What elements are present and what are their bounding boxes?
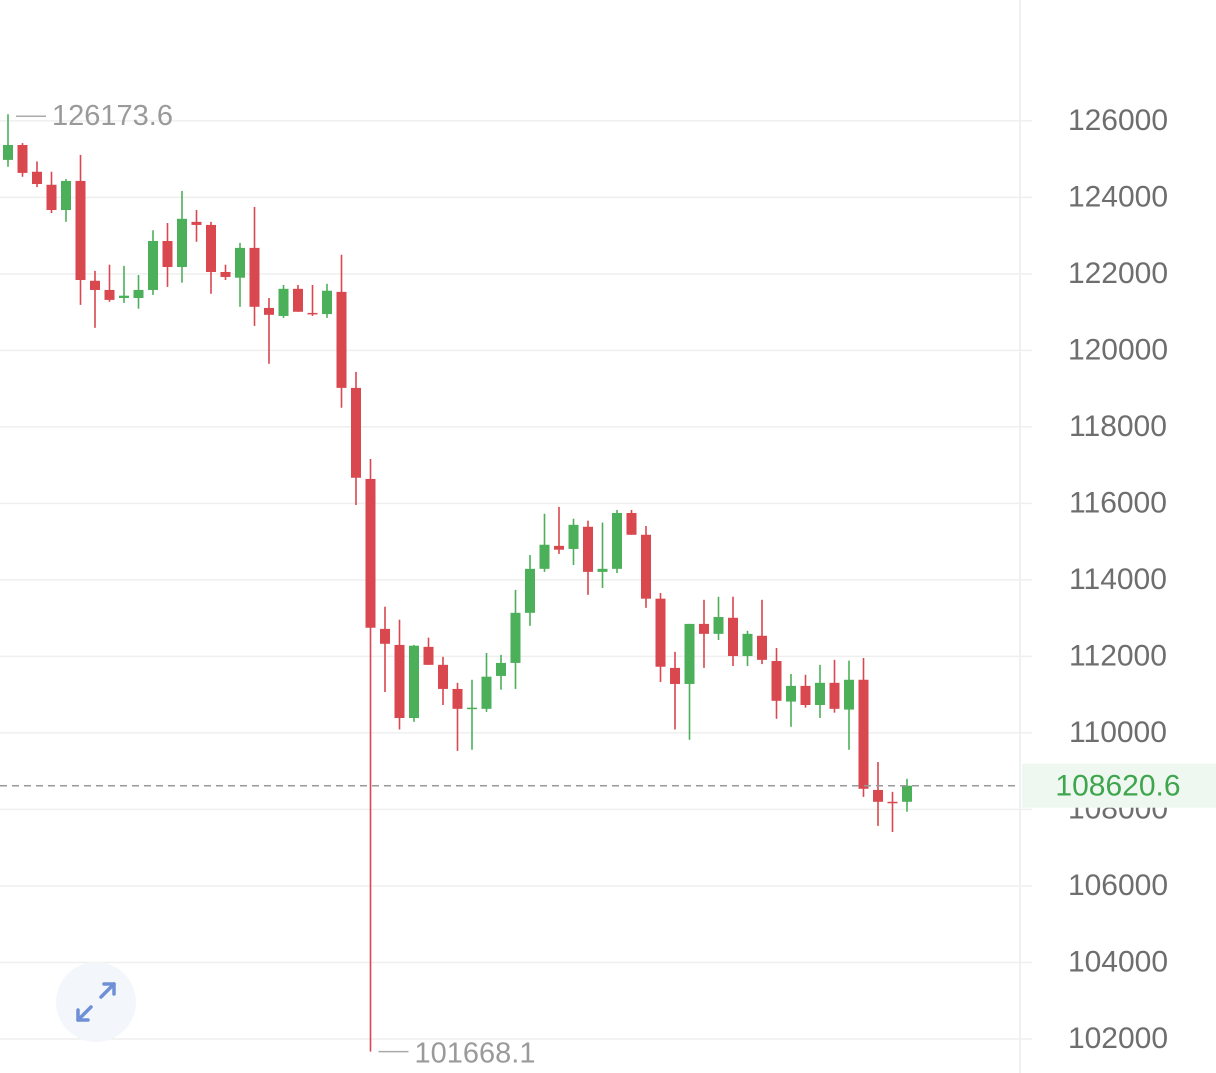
candle-body xyxy=(742,633,753,657)
candle-body xyxy=(728,617,738,657)
candle-body xyxy=(162,240,173,268)
y-tick-label: 112000 xyxy=(1069,639,1167,672)
y-tick-label: 120000 xyxy=(1068,333,1168,366)
candle-body xyxy=(641,534,651,599)
y-tick-label: 116000 xyxy=(1069,486,1167,519)
candle-body xyxy=(75,180,86,281)
candle-body xyxy=(829,682,840,709)
expand-button[interactable] xyxy=(56,962,136,1042)
y-tick-label: 104000 xyxy=(1068,945,1168,978)
candle-body xyxy=(583,526,593,572)
candle-body xyxy=(713,617,724,634)
candle-body xyxy=(206,224,216,272)
candle-body xyxy=(670,667,680,684)
candle-body xyxy=(46,184,57,211)
y-tick-label: 118000 xyxy=(1069,410,1167,443)
candle-body xyxy=(3,144,13,160)
candle-body xyxy=(539,544,550,569)
candle-body xyxy=(90,280,100,290)
y-tick-label: 126000 xyxy=(1068,104,1168,137)
candle-body xyxy=(365,478,376,628)
candles xyxy=(3,114,912,1052)
candle-body xyxy=(191,221,202,225)
candle-body xyxy=(568,524,579,549)
candle-body xyxy=(278,288,289,316)
candle-body xyxy=(61,180,71,211)
candle-body xyxy=(626,512,637,535)
candle-body xyxy=(322,290,332,315)
candle-body xyxy=(220,271,231,277)
candle-body xyxy=(684,623,695,684)
candle-body xyxy=(438,664,448,689)
candle-body xyxy=(786,685,796,702)
candle-body xyxy=(887,801,898,804)
y-tick-label: 124000 xyxy=(1068,180,1168,213)
labels: 1020001040001060001080001100001120001140… xyxy=(0,100,1216,1069)
candle-body xyxy=(554,545,564,550)
candle-body xyxy=(699,623,709,634)
candle-body xyxy=(902,785,912,802)
max-label: 126173.6 xyxy=(52,100,173,132)
candle-body xyxy=(481,676,492,709)
y-tick-label: 110000 xyxy=(1069,716,1167,749)
candle-body xyxy=(293,288,303,312)
y-tick-label: 122000 xyxy=(1068,257,1168,290)
candle-body xyxy=(525,568,535,613)
candle-body xyxy=(873,789,883,802)
candle-body xyxy=(177,218,187,268)
candle-body xyxy=(264,307,274,315)
candle-body xyxy=(858,679,869,789)
candle-body xyxy=(336,291,347,388)
candle-body xyxy=(844,679,854,710)
y-tick-label: 106000 xyxy=(1068,869,1168,902)
candle-body xyxy=(17,144,28,173)
candle-body xyxy=(612,512,622,569)
candle-body xyxy=(452,688,463,709)
candle-body xyxy=(757,635,767,660)
candle-body xyxy=(423,646,434,665)
candle-body xyxy=(235,247,245,278)
candle-body xyxy=(496,662,506,676)
candle-body xyxy=(351,387,361,478)
candle-body xyxy=(148,240,158,290)
candle-body xyxy=(815,682,825,706)
y-tick-label: 102000 xyxy=(1068,1022,1168,1055)
last-price-box xyxy=(1022,763,1216,808)
candle-body xyxy=(133,289,144,298)
candle-body xyxy=(597,568,608,572)
candle-body xyxy=(771,661,782,701)
candle-body xyxy=(307,312,318,315)
candle-body xyxy=(380,628,390,644)
min-label: 101668.1 xyxy=(415,1037,536,1069)
y-tick-label: 114000 xyxy=(1069,563,1167,596)
candle-body xyxy=(800,685,811,706)
candle-body xyxy=(104,289,115,300)
last-price-label: 108620.6 xyxy=(1055,770,1180,803)
candle-body xyxy=(510,612,521,663)
candle-body xyxy=(409,645,419,719)
grid xyxy=(0,120,1032,1040)
candle-body xyxy=(394,644,405,719)
candle-body xyxy=(119,295,129,298)
candle-body xyxy=(467,707,477,710)
candle-body xyxy=(249,247,260,307)
candle-body xyxy=(32,171,42,184)
candle-body xyxy=(655,598,666,667)
